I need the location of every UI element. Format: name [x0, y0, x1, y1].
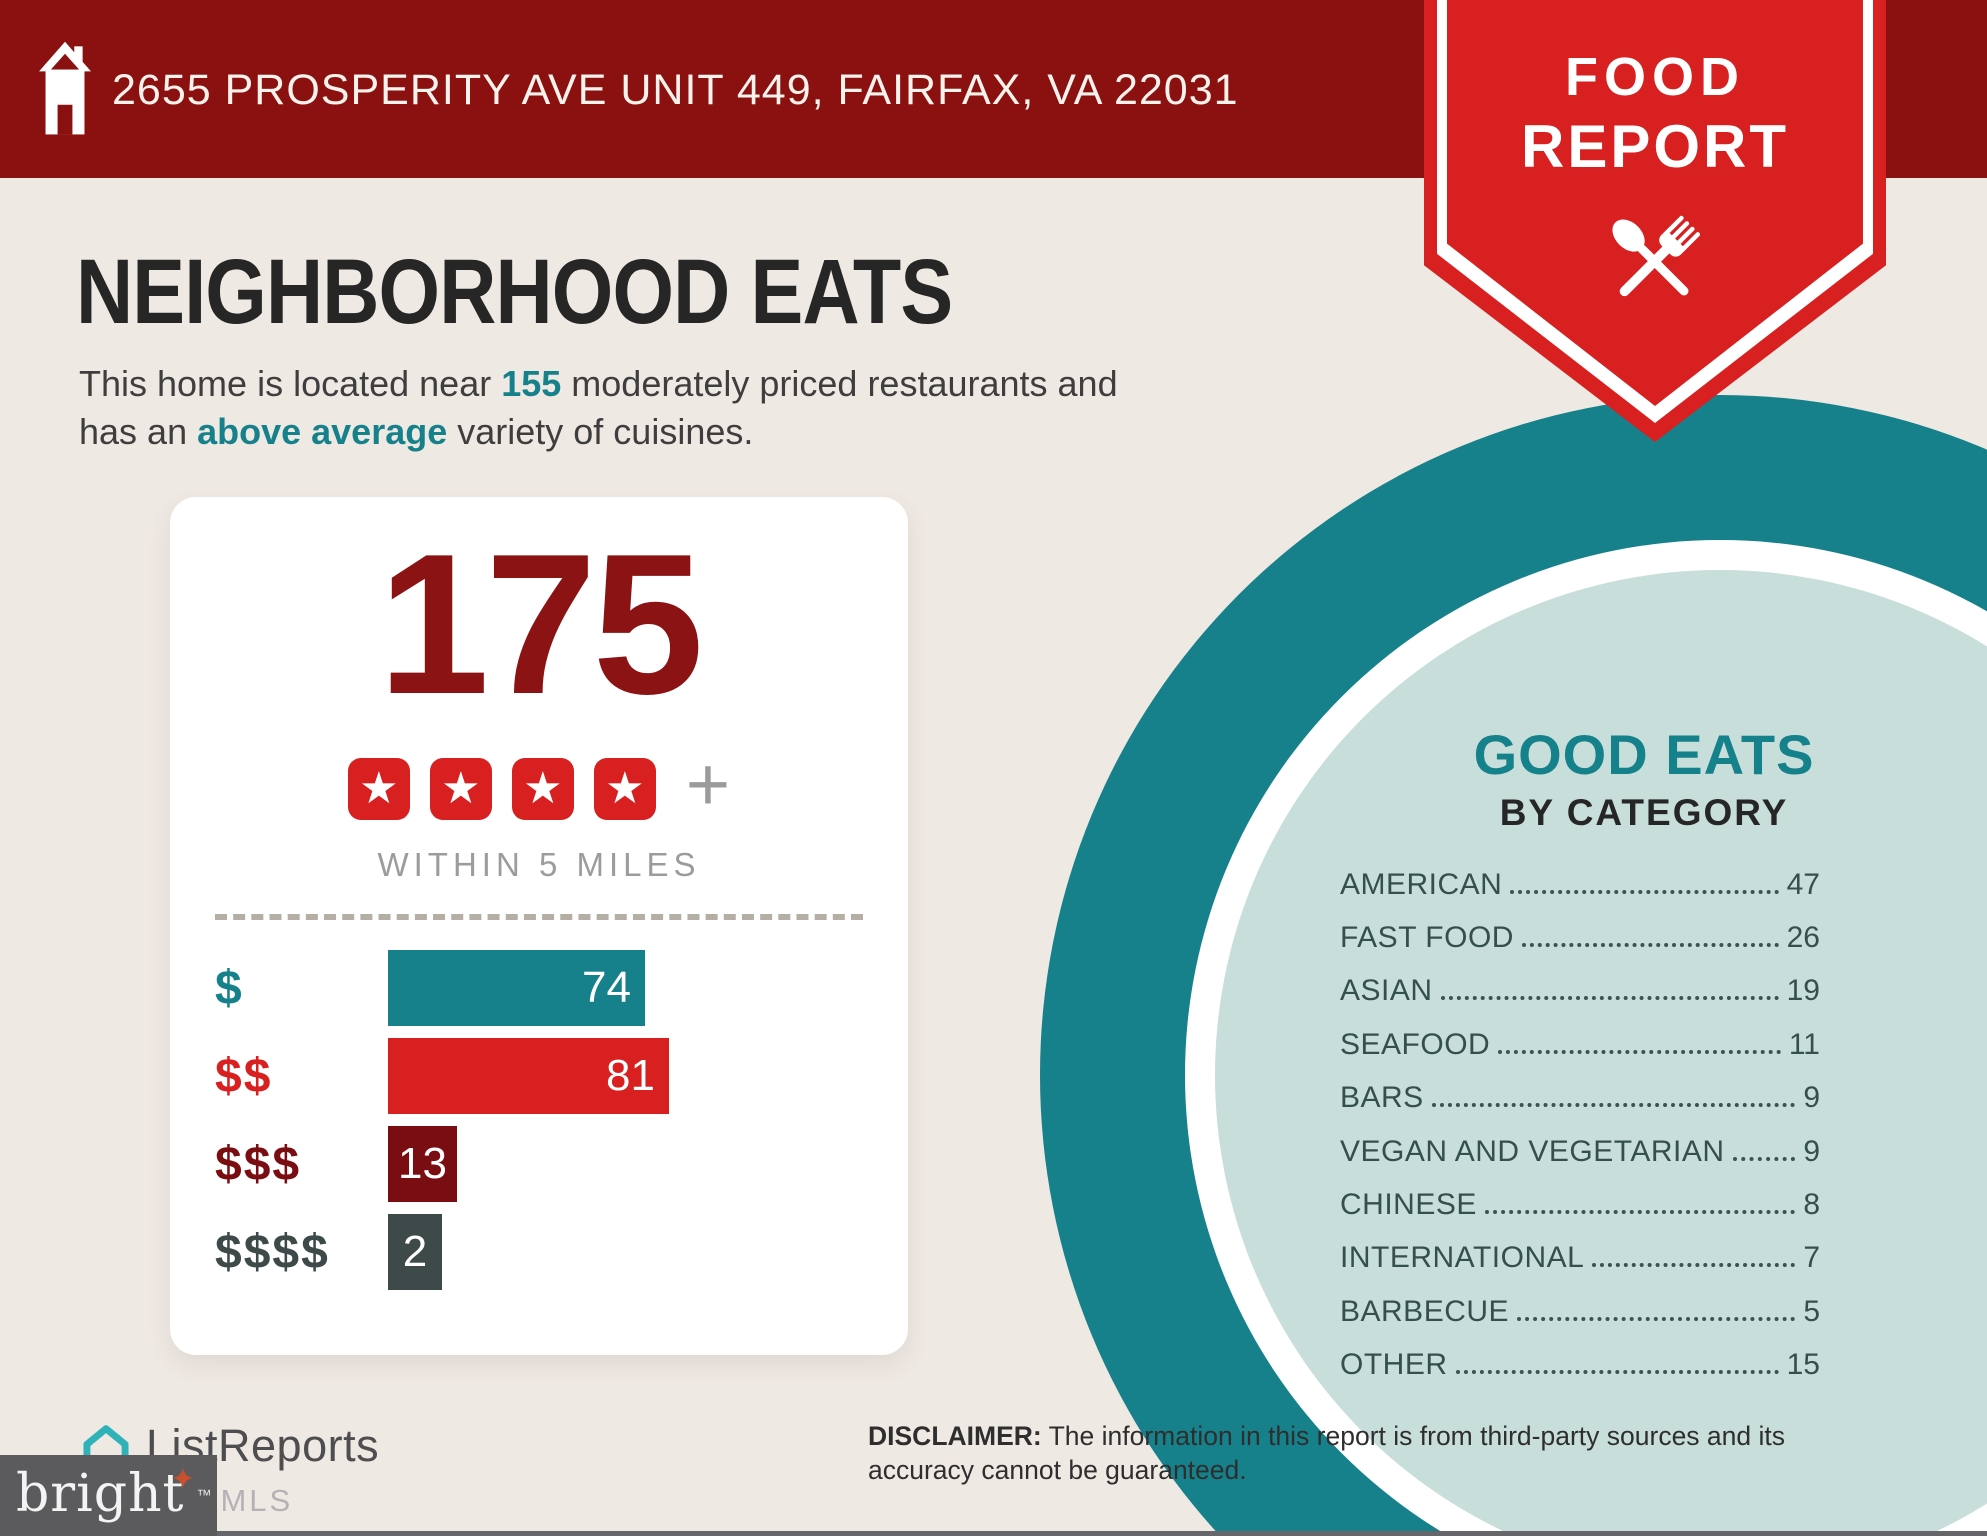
price-bar-row: $$ 81 [215, 1038, 863, 1114]
badge-content: FOOD REPORT [1424, 0, 1886, 332]
category-list: AMERICAN 47 FAST FOOD 26 ASIAN 19 SEAFOOD 11 BAR… [1340, 858, 1820, 1392]
category-label: AMERICAN [1340, 867, 1503, 901]
category-count: 9 [1803, 1134, 1820, 1168]
category-row: BARBECUE 5 [1340, 1285, 1820, 1338]
category-count: 9 [1803, 1081, 1820, 1115]
dotted-leader [1455, 1370, 1779, 1375]
trademark-symbol: ™ [196, 1487, 213, 1504]
bright-text: bright [16, 1464, 185, 1524]
radius-caption: WITHIN 5 MILES [377, 846, 701, 883]
price-bar-row: $$$$ 2 [215, 1214, 863, 1290]
price-bar-chart: $74 $$ 81 $$$ 13 $$$$ 2 [170, 950, 908, 1290]
category-row: INTERNATIONAL 7 [1340, 1232, 1820, 1285]
price-bar: 13 [388, 1126, 457, 1202]
category-count: 19 [1786, 974, 1820, 1008]
dotted-leader [1521, 943, 1779, 948]
category-count: 11 [1788, 1027, 1820, 1061]
star-icon: ★ [429, 757, 492, 820]
category-row: CHINESE 8 [1340, 1178, 1820, 1231]
intro-text: This home is located near 155 moderately… [79, 360, 1279, 455]
category-label: BARBECUE [1340, 1294, 1510, 1328]
category-label: INTERNATIONAL [1340, 1241, 1585, 1275]
dotted-leader [1440, 996, 1779, 1001]
category-count: 15 [1786, 1348, 1820, 1382]
category-label: SEAFOOD [1340, 1027, 1491, 1061]
rating-stars: ★ ★ ★ ★ + [170, 742, 908, 832]
category-row: BARS 9 [1340, 1072, 1820, 1125]
price-tier-label: $ [215, 961, 244, 1015]
price-bar-value: 81 [606, 1051, 655, 1100]
price-bar: 2 [388, 1214, 442, 1290]
mls-text: MLS [220, 1483, 294, 1518]
price-tier-label: $$$$ [215, 1225, 330, 1279]
dotted-leader [1592, 1263, 1796, 1268]
sparkle-icon: ✦ [170, 1462, 197, 1497]
summary-card: 175 ★ ★ ★ ★ + WITHIN 5 MILES $74 $$ 81 $$$ 13 $$$… [170, 497, 908, 1355]
badge-title-food: FOOD [1565, 47, 1745, 107]
star-icon: ★ [511, 757, 574, 820]
disclaimer: DISCLAIMER: The information in this repo… [868, 1420, 1868, 1488]
price-tier-label: $$ [215, 1049, 273, 1103]
dotted-leader [1484, 1210, 1796, 1215]
intro-line2-pre: has an [79, 410, 198, 452]
variety-highlight: above average [197, 410, 448, 452]
listreports-house-icon [83, 1425, 129, 1472]
category-row: ASIAN 19 [1340, 965, 1820, 1018]
listreports-logo: ListReports [78, 1420, 379, 1472]
dotted-leader [1431, 1103, 1796, 1108]
crossed-spoon-fork-icon [1612, 215, 1701, 297]
category-row: VEGAN AND VEGETARIAN 9 [1340, 1125, 1820, 1178]
restaurant-count: 155 [501, 363, 562, 404]
category-count: 7 [1803, 1241, 1820, 1275]
bright-mls-watermark: bright ✦ ™ MLS [0, 1455, 290, 1536]
price-bar-value: 2 [402, 1227, 428, 1276]
disclaimer-text: The information in this report is from t… [868, 1421, 1785, 1485]
good-eats-subtitle: BY CATEGORY [1499, 792, 1789, 833]
food-report-badge: FOOD REPORT [1424, 0, 1886, 442]
dotted-leader [1732, 1156, 1796, 1161]
dashed-divider [215, 914, 863, 920]
price-bar-value: 74 [582, 963, 631, 1012]
good-eats-title: GOOD EATS [1473, 723, 1815, 786]
category-row: SEAFOOD 11 [1340, 1018, 1820, 1071]
category-count: 8 [1803, 1188, 1820, 1222]
category-count: 47 [1786, 867, 1820, 901]
category-row: FAST FOOD 26 [1340, 911, 1820, 964]
category-count: 26 [1786, 921, 1820, 955]
category-count: 5 [1803, 1294, 1820, 1328]
total-restaurants: 175 [378, 513, 704, 736]
category-row: AMERICAN 47 [1340, 858, 1820, 911]
plus-icon: + [685, 742, 731, 827]
price-bar-value: 13 [398, 1139, 447, 1188]
home-icon [39, 41, 91, 135]
price-bar-row: $$$ 13 [215, 1126, 863, 1202]
price-bar: 81 [388, 1038, 669, 1114]
intro-line2-post: variety of cuisines. [447, 410, 754, 452]
price-bar-row: $74 [215, 950, 863, 1026]
star-icon: ★ [593, 757, 656, 820]
category-label: ASIAN [1340, 974, 1433, 1008]
disclaimer-label: DISCLAIMER: [868, 1421, 1042, 1451]
category-label: OTHER [1340, 1348, 1448, 1382]
price-tier-label: $$$ [215, 1137, 302, 1191]
property-address: 2655 PROSPERITY AVE UNIT 449, FAIRFAX, V… [112, 66, 1239, 114]
dotted-leader [1510, 889, 1779, 894]
category-label: CHINESE [1340, 1188, 1477, 1222]
bright-wordmark: bright ✦ ™ [16, 1455, 211, 1533]
category-label: FAST FOOD [1340, 921, 1514, 955]
price-bar: 74 [388, 950, 645, 1026]
bottom-border-line [0, 1531, 1987, 1536]
intro-line1-pre: This home is located near [79, 363, 502, 404]
category-label: BARS [1340, 1081, 1424, 1115]
page-title: NEIGHBORHOOD EATS [76, 241, 953, 343]
category-label: VEGAN AND VEGETARIAN [1340, 1134, 1725, 1168]
intro-line1-post: moderately priced restaurants and [561, 363, 1118, 404]
star-icon: ★ [347, 757, 410, 820]
category-row: OTHER 15 [1340, 1339, 1820, 1392]
badge-title-report: REPORT [1520, 113, 1790, 180]
dotted-leader [1498, 1049, 1781, 1054]
dotted-leader [1517, 1316, 1796, 1321]
